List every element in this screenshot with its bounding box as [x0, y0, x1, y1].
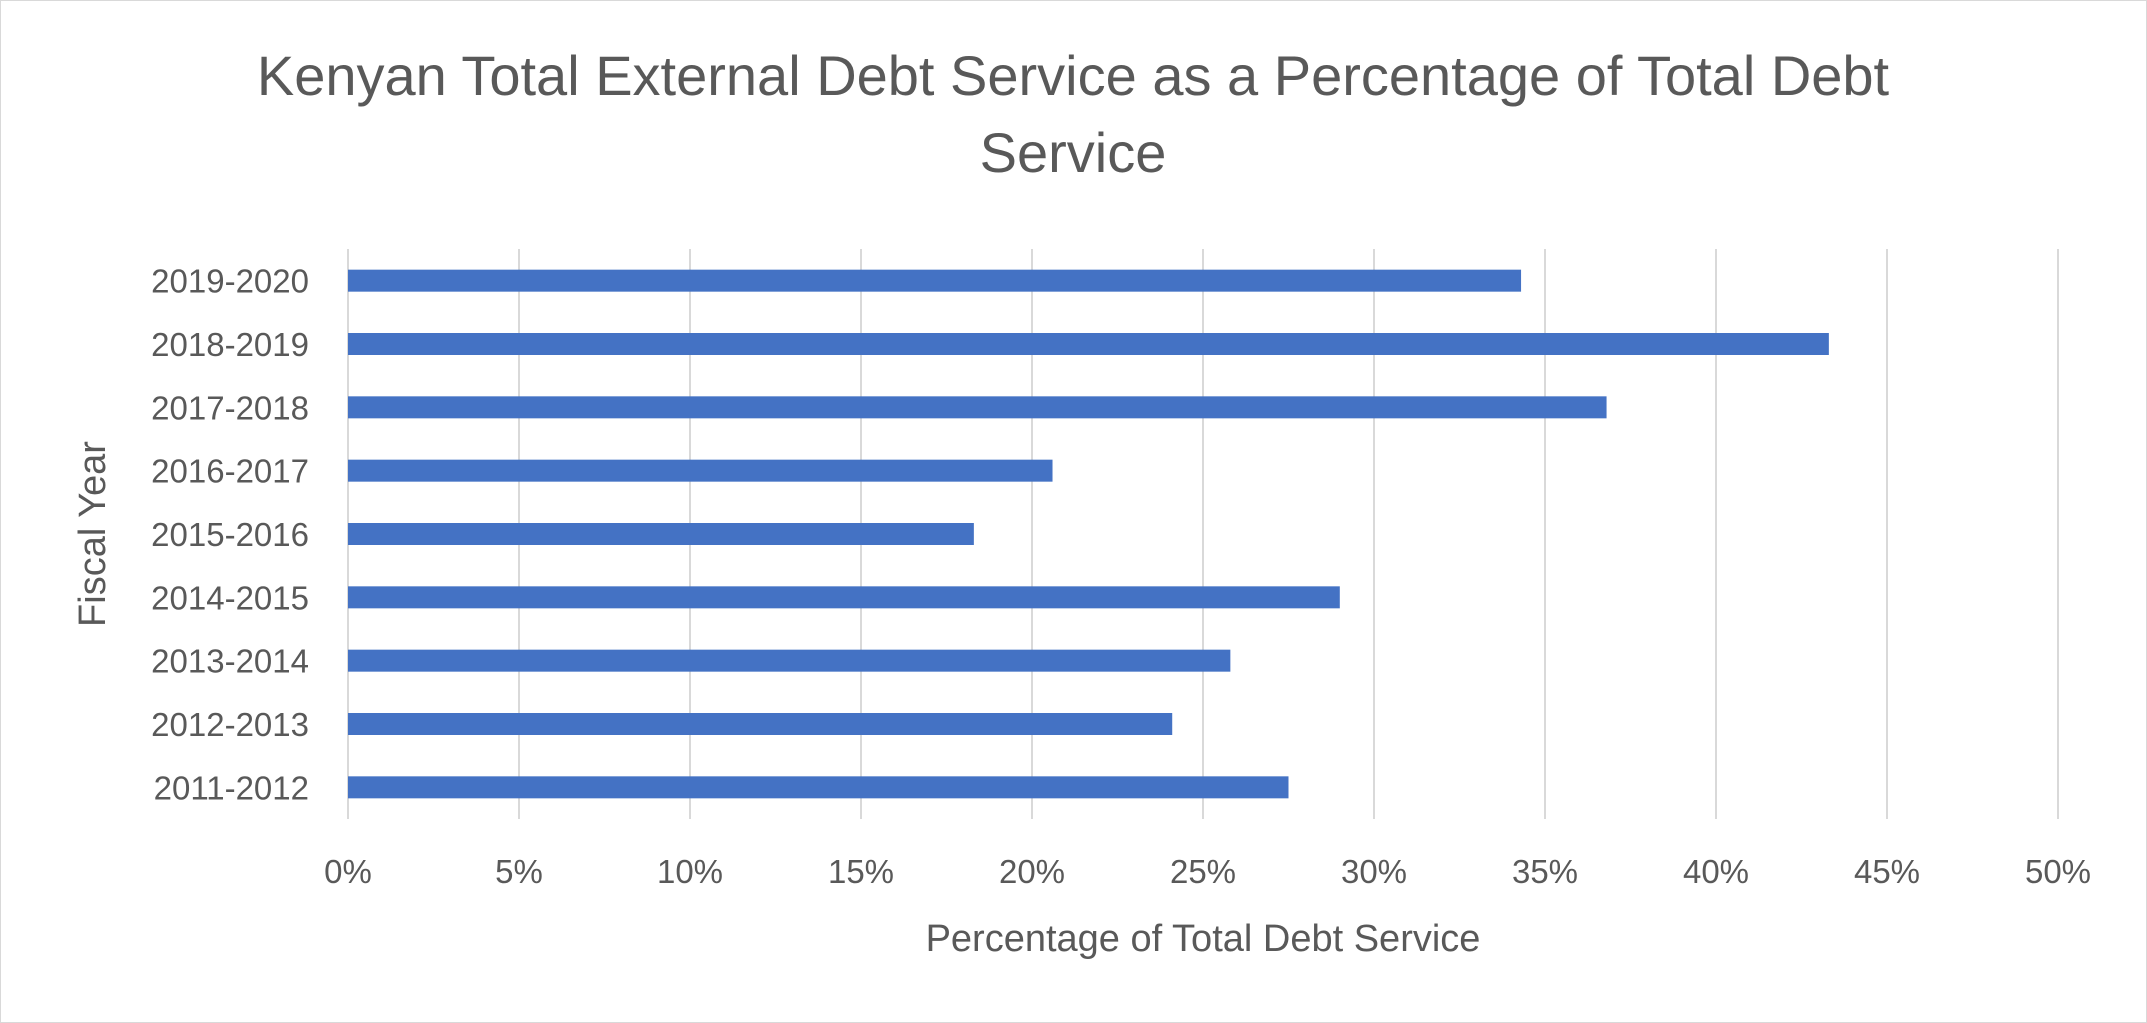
x-tick-label: 5% [495, 853, 543, 890]
y-tick-label: 2019-2020 [151, 263, 309, 300]
x-tick-label: 50% [2025, 853, 2091, 890]
y-tick-label: 2017-2018 [151, 389, 309, 426]
y-tick-label: 2018-2019 [151, 326, 309, 363]
bar-2011-2012 [348, 776, 1289, 799]
x-tick-label: 15% [828, 853, 894, 890]
x-tick-label: 25% [1170, 853, 1236, 890]
x-axis-title: Percentage of Total Debt Service [926, 918, 1481, 960]
y-axis-tick-labels: 2011-2012 2012-2013 2013-2014 2014-2015 2015… [151, 263, 309, 807]
x-axis-tick-labels: 0% 5% 10% 15% 20% 25% 30% 35% 40% 45% 50% [324, 853, 2091, 890]
y-tick-label: 2016-2017 [151, 453, 309, 490]
y-tick-label: 2011-2012 [154, 769, 309, 806]
x-tick-label: 40% [1683, 853, 1749, 890]
x-tick-label: 10% [657, 853, 723, 890]
bar-2012-2013 [348, 713, 1173, 735]
x-tick-label: 45% [1854, 853, 1920, 890]
bar-2014-2015 [348, 586, 1340, 609]
bar-2016-2017 [348, 459, 1053, 482]
chart-title: Kenyan Total External Debt Service as a … [257, 44, 1890, 184]
bar-2018-2019 [348, 333, 1829, 355]
bar-2017-2018 [348, 396, 1607, 419]
bar-2019-2020 [348, 269, 1522, 292]
x-tick-label: 35% [1512, 853, 1578, 890]
y-tick-label: 2012-2013 [151, 706, 309, 743]
chart-title-line-2: Service [980, 121, 1167, 184]
y-axis-title: Fiscal Year [72, 441, 114, 627]
chart-title-line-1: Kenyan Total External Debt Service as a … [257, 44, 1890, 107]
y-tick-label: 2013-2014 [151, 643, 309, 680]
x-tick-label: 0% [324, 853, 372, 890]
bar-2015-2016 [348, 523, 974, 545]
y-tick-label: 2014-2015 [151, 579, 309, 616]
x-tick-label: 30% [1341, 853, 1407, 890]
bar-2013-2014 [348, 649, 1231, 672]
y-tick-label: 2015-2016 [151, 516, 309, 553]
bars [348, 269, 1829, 799]
x-tick-label: 20% [999, 853, 1065, 890]
